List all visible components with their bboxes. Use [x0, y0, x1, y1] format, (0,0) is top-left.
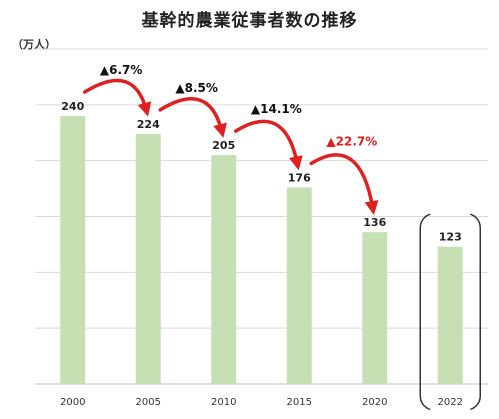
x-tick-2022: 2022 [438, 397, 463, 408]
bar-2015 [286, 187, 312, 384]
change-arrow-2010-2015 [234, 119, 303, 171]
x-tick-2010: 2010 [211, 397, 236, 408]
change-arrow-2005-2010 [158, 97, 227, 138]
bar-2000 [60, 116, 86, 384]
value-label-2010: 205 [212, 139, 235, 152]
bar-2022 [437, 246, 463, 384]
bracket-gap-bottom [430, 408, 471, 412]
value-label-2000: 240 [61, 100, 84, 113]
change-label-2000-2005: ▲6.7% [100, 63, 143, 77]
value-label-2020: 136 [363, 216, 386, 229]
x-tick-2015: 2015 [287, 397, 312, 408]
change-arrow-2015-2020 [309, 153, 379, 216]
bracket-gap-top [430, 211, 471, 216]
bar-2020 [362, 232, 388, 384]
bar-2010 [211, 155, 237, 384]
change-label-2015-2020: ▲22.7% [326, 134, 377, 148]
x-tick-2005: 2005 [136, 397, 161, 408]
x-tick-2020: 2020 [362, 397, 387, 408]
change-label-2010-2015: ▲14.1% [251, 102, 302, 116]
change-arrow-2000-2005 [83, 78, 152, 117]
bar-2005 [135, 133, 161, 384]
chart-title: 基幹的農業従事者数の推移 [141, 11, 358, 31]
value-label-2015: 176 [288, 171, 311, 184]
change-label-2005-2010: ▲8.5% [175, 81, 218, 95]
y-axis-unit-label: （万人） [12, 38, 56, 51]
x-tick-2000: 2000 [60, 397, 85, 408]
value-label-2022: 123 [439, 231, 462, 244]
value-label-2005: 224 [137, 118, 160, 131]
